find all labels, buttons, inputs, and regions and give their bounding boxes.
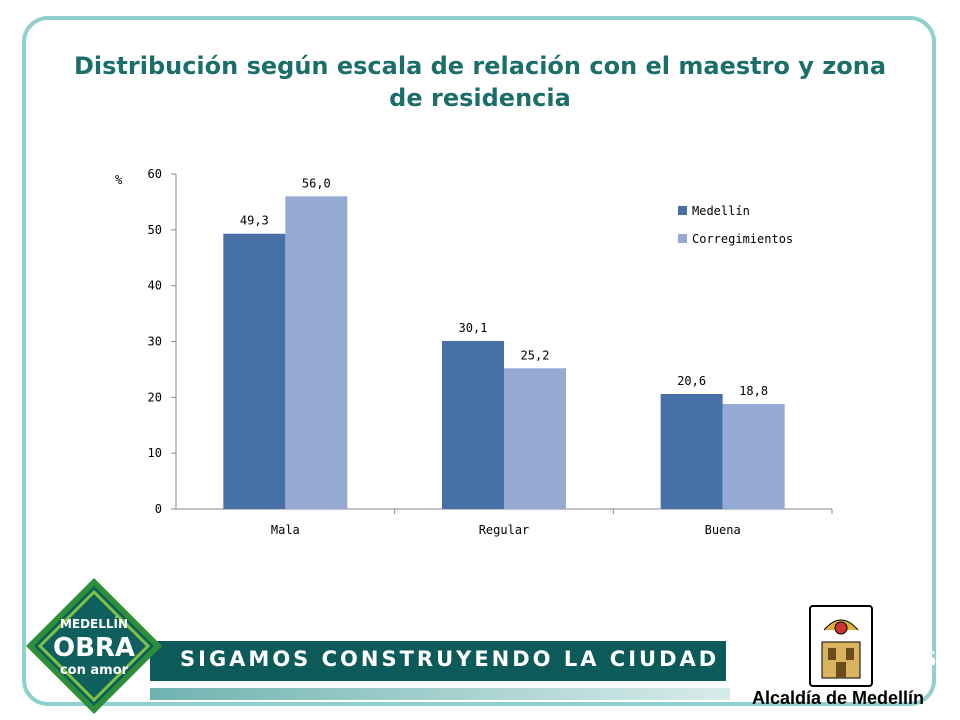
data-label: 49,3: [240, 214, 269, 228]
data-label: 30,1: [459, 321, 488, 335]
bar-corregimientos: [504, 368, 566, 509]
y-tick-label: 0: [155, 502, 162, 516]
y-tick-label: 20: [148, 390, 162, 404]
y-tick-label: 30: [148, 335, 162, 349]
legend-swatch: [678, 234, 687, 243]
medellin-obra-logo: MEDELLÍN OBRA con amor: [26, 578, 162, 714]
bar-corregimientos: [722, 404, 785, 509]
x-tick-label: Mala: [271, 523, 300, 537]
data-label: 20,6: [677, 374, 706, 388]
data-label: 25,2: [521, 348, 550, 362]
bar-corregimientos: [285, 196, 348, 510]
y-tick-label: 50: [148, 223, 162, 237]
coat-of-arms-icon: [809, 605, 873, 687]
y-tick-label: 60: [148, 167, 162, 181]
legend-label: Medellín: [692, 204, 750, 218]
bar-medellín: [660, 393, 723, 509]
legend-swatch: [678, 206, 687, 215]
bar-medellín: [223, 233, 286, 509]
bar-medellín: [442, 340, 504, 509]
svg-text:MEDELLÍN: MEDELLÍN: [60, 616, 128, 631]
data-label: 18,8: [739, 384, 768, 398]
slide-frame: [22, 16, 936, 706]
legend-label: Corregimientos: [692, 232, 793, 246]
x-tick-label: Buena: [705, 523, 741, 537]
y-tick-label: 10: [148, 446, 162, 460]
band-tail: [150, 688, 730, 700]
chart-title: Distribución según escala de relación co…: [73, 52, 887, 112]
slogan-band: [150, 641, 726, 681]
alcaldia-caption: Alcaldía de Medellín: [751, 688, 925, 708]
y-axis-label: %: [115, 173, 123, 187]
svg-text:OBRA: OBRA: [53, 633, 135, 663]
data-label: 56,0: [302, 176, 331, 190]
svg-text:con amor: con amor: [60, 663, 129, 678]
y-tick-label: 40: [148, 279, 162, 293]
x-tick-label: Regular: [479, 523, 530, 537]
